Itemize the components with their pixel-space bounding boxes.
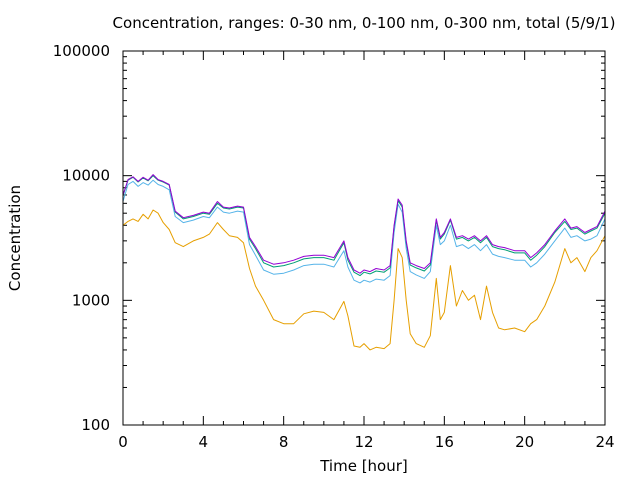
series-line — [122, 174, 606, 274]
y-tick-label: 1000 — [72, 291, 110, 309]
tick-labels: 0 4 8 12 16 20 24 100 1000 10000 100000 — [53, 42, 615, 451]
series-lines — [122, 174, 606, 351]
chart-title: Concentration, ranges: 0-30 nm, 0-100 nm… — [113, 14, 616, 32]
x-tick-label: 20 — [515, 433, 534, 451]
x-axis-label: Time [hour] — [319, 457, 408, 475]
y-tick-label: 100000 — [53, 42, 110, 60]
x-tick-label: 12 — [354, 433, 373, 451]
x-tick-label: 16 — [435, 433, 454, 451]
y-tick-label: 10000 — [62, 167, 110, 185]
x-tick-label: 4 — [199, 433, 209, 451]
y-tick-label: 100 — [81, 416, 110, 434]
y-axis-label: Concentration — [6, 185, 24, 291]
series-line — [122, 175, 606, 277]
series-line — [122, 209, 606, 351]
x-tick-label: 8 — [279, 433, 289, 451]
x-tick-label: 0 — [118, 433, 128, 451]
x-tick-label: 24 — [595, 433, 614, 451]
series-line — [122, 179, 606, 284]
plot-area-border — [122, 50, 606, 426]
